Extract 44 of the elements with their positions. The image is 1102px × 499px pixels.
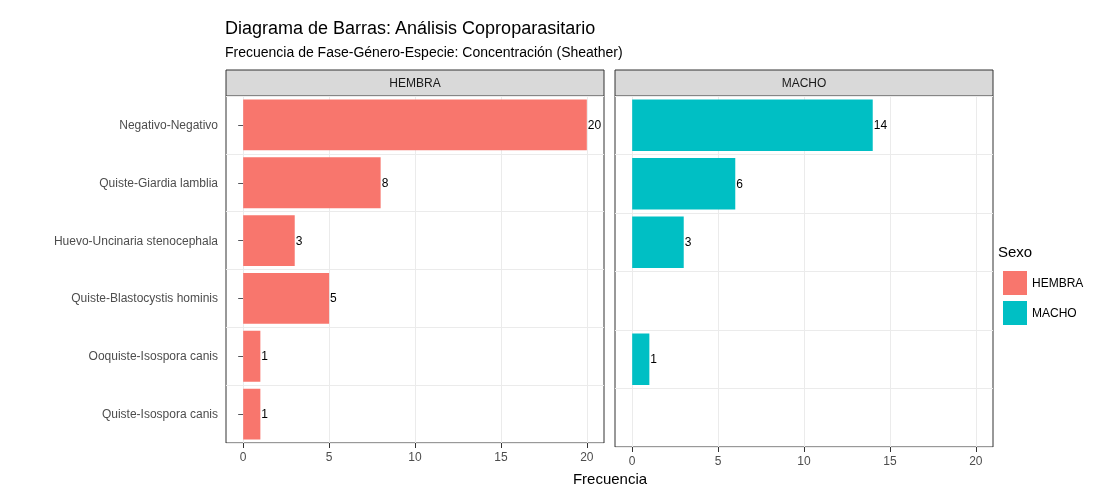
text: HEMBRA bbox=[389, 76, 441, 90]
legend-title: Sexo bbox=[998, 243, 1033, 260]
x-tick-label: 10 bbox=[408, 450, 422, 464]
x-tick-label: 20 bbox=[969, 454, 983, 468]
y-tick-label: Huevo-Uncinaria stenocephala bbox=[53, 233, 219, 248]
bar bbox=[243, 272, 330, 324]
x-tick-label: 15 bbox=[494, 450, 508, 464]
legend-label: HEMBRA bbox=[1032, 276, 1084, 290]
y-tick-label: Negativo-Negativo bbox=[119, 117, 219, 132]
data-label: 1 bbox=[261, 349, 269, 364]
bar bbox=[243, 215, 295, 267]
data-label: 6 bbox=[736, 176, 744, 191]
x-tick-label: 5 bbox=[714, 454, 722, 468]
x-tick-label: 20 bbox=[580, 450, 594, 464]
x-tick-label: 0 bbox=[239, 450, 247, 464]
data-label: 5 bbox=[330, 291, 338, 306]
data-label: 8 bbox=[381, 175, 389, 190]
data-label: 1 bbox=[650, 352, 658, 367]
x-tick-label: 15 bbox=[883, 454, 897, 468]
x-axis-title: Frecuencia bbox=[572, 470, 648, 487]
x-tick-label: 10 bbox=[797, 454, 811, 468]
bar bbox=[243, 99, 587, 151]
bar bbox=[243, 157, 381, 209]
bar bbox=[632, 216, 684, 268]
bar bbox=[632, 333, 650, 385]
bar bbox=[243, 330, 261, 382]
legend-label: MACHO bbox=[1032, 306, 1077, 320]
data-label: 1 bbox=[261, 407, 269, 422]
text: MACHO bbox=[781, 76, 827, 90]
x-tick-label: 5 bbox=[325, 450, 333, 464]
data-label: 20 bbox=[587, 117, 602, 132]
data-label: 3 bbox=[684, 235, 692, 250]
data-label: 3 bbox=[295, 233, 303, 248]
bar bbox=[243, 388, 261, 440]
chart-title: Diagrama de Barras: Análisis Coproparasitario bbox=[225, 18, 596, 38]
bar bbox=[632, 158, 736, 210]
y-tick-label: Ooquiste-Isospora canis bbox=[88, 349, 218, 364]
x-tick-label: 0 bbox=[628, 454, 636, 468]
bar bbox=[632, 99, 873, 151]
y-tick-label: Quiste-Isospora canis bbox=[101, 407, 218, 422]
y-tick-label: Quiste-Giardia lamblia bbox=[99, 175, 219, 190]
chart-subtitle: Frecuencia de Fase-Género-Especie: Concentración (Sheather) bbox=[225, 44, 623, 60]
y-tick-label: Quiste-Blastocystis hominis bbox=[71, 291, 218, 306]
data-label: 14 bbox=[873, 118, 888, 133]
